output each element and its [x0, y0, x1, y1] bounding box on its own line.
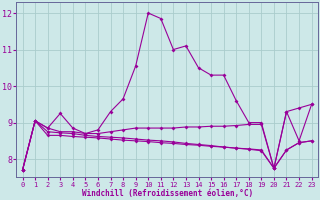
X-axis label: Windchill (Refroidissement éolien,°C): Windchill (Refroidissement éolien,°C): [82, 189, 253, 198]
